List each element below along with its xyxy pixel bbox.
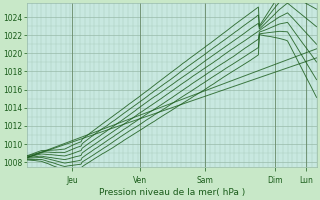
X-axis label: Pression niveau de la mer( hPa ): Pression niveau de la mer( hPa ) [99,188,245,197]
